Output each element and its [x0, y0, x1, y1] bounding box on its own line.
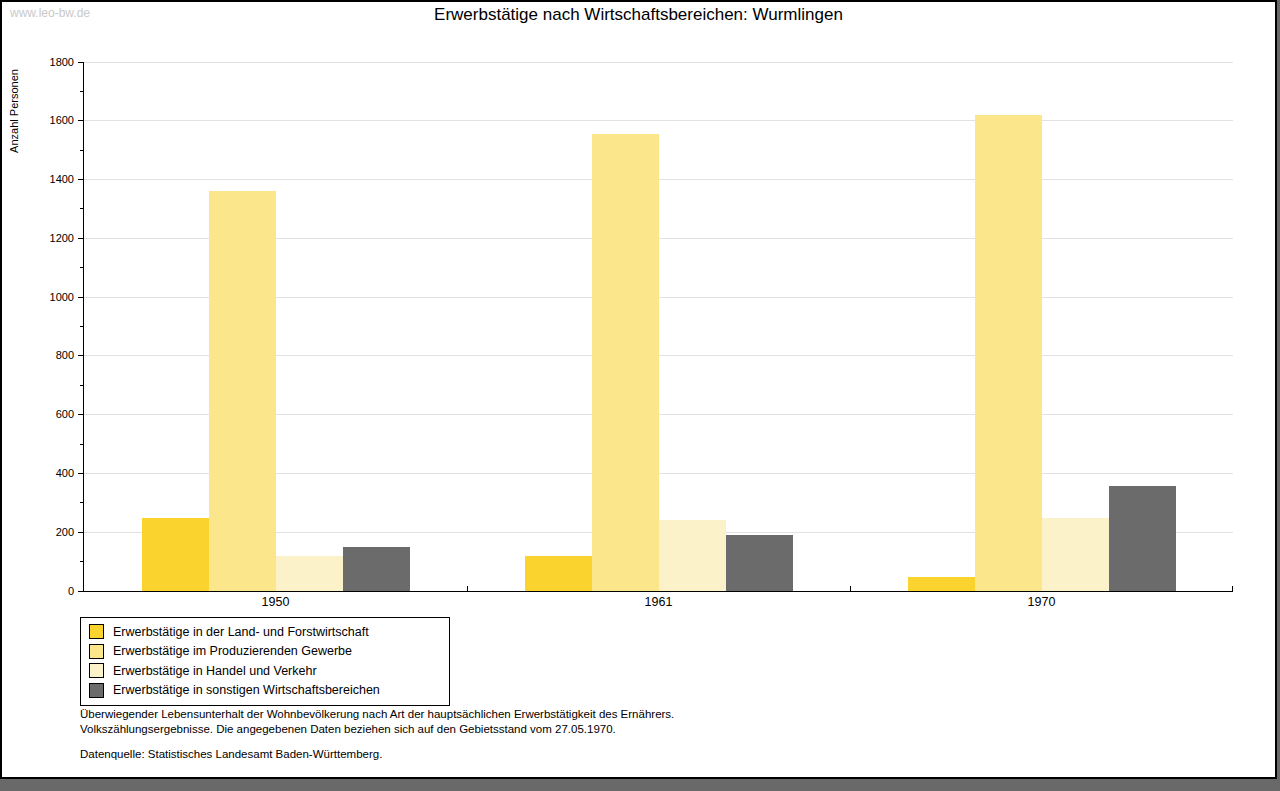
y-tick-major	[78, 473, 83, 474]
y-tick-label: 400	[22, 467, 74, 479]
y-tick-label: 800	[22, 349, 74, 361]
y-tick-major	[78, 62, 83, 63]
legend-item: Erwerbstätige in sonstigen Wirtschaftsbe…	[81, 681, 449, 701]
y-tick-label: 1200	[22, 232, 74, 244]
y-tick-minor	[80, 91, 83, 92]
bar-1950-series-1	[209, 191, 276, 591]
footnote: Überwiegender Lebensunterhalt der Wohnbe…	[80, 707, 674, 762]
plot-area: 0200400600800100012001400160018001950196…	[83, 62, 1233, 592]
legend-label: Erwerbstätige in sonstigen Wirtschaftsbe…	[113, 683, 380, 697]
y-tick-major	[78, 297, 83, 298]
y-tick-label: 200	[22, 526, 74, 538]
legend-item: Erwerbstätige im Produzierenden Gewerbe	[81, 642, 449, 662]
bar-1970-series-2	[1042, 518, 1109, 591]
bar-1970-series-3	[1109, 486, 1176, 591]
y-tick-major	[78, 238, 83, 239]
y-tick-minor	[80, 208, 83, 209]
y-tick-label: 1800	[22, 56, 74, 68]
legend-swatch-produzierendes-gewerbe	[89, 644, 104, 659]
footnote-line: Volkszählungsergebnisse. Die angegebenen…	[80, 722, 674, 737]
y-gridline	[84, 179, 1233, 180]
y-gridline	[84, 62, 1233, 63]
y-tick-minor	[80, 444, 83, 445]
legend-label: Erwerbstätige im Produzierenden Gewerbe	[113, 644, 352, 658]
y-tick-minor	[80, 502, 83, 503]
y-tick-major	[78, 532, 83, 533]
legend-label: Erwerbstätige in der Land- und Forstwirt…	[113, 625, 369, 639]
legend: Erwerbstätige in der Land- und Forstwirt…	[80, 617, 450, 706]
y-tick-label: 1000	[22, 291, 74, 303]
bar-1950-series-3	[343, 547, 410, 591]
legend-swatch-handel-verkehr	[89, 663, 104, 678]
y-tick-major	[78, 414, 83, 415]
y-gridline	[84, 120, 1233, 121]
y-tick-minor	[80, 326, 83, 327]
y-tick-major	[78, 179, 83, 180]
bar-1970-series-1	[975, 115, 1042, 591]
footnote-line: Überwiegender Lebensunterhalt der Wohnbe…	[80, 707, 674, 722]
x-tick	[467, 586, 468, 591]
x-axis-end-tick	[1232, 586, 1233, 591]
bar-1961-series-1	[592, 134, 659, 591]
bar-1950-series-0	[142, 518, 209, 591]
x-tick	[850, 586, 851, 591]
bar-1970-series-0	[908, 577, 975, 591]
y-tick-label: 1400	[22, 173, 74, 185]
legend-swatch-land-forstwirtschaft	[89, 624, 104, 639]
data-source: Datenquelle: Statistisches Landesamt Bad…	[80, 747, 674, 762]
bar-1961-series-2	[659, 520, 726, 591]
y-tick-major	[78, 120, 83, 121]
chart-title: Erwerbstätige nach Wirtschaftsbereichen:…	[2, 5, 1275, 25]
legend-item: Erwerbstätige in Handel und Verkehr	[81, 661, 449, 681]
bar-1950-series-2	[276, 556, 343, 591]
bar-1961-series-0	[525, 556, 592, 591]
y-tick-label: 0	[22, 585, 74, 597]
y-axis-title: Anzahl Personen	[8, 31, 22, 191]
y-tick-label: 1600	[22, 114, 74, 126]
x-category-label: 1950	[236, 595, 316, 609]
y-tick-minor	[80, 561, 83, 562]
x-category-label: 1961	[619, 595, 699, 609]
bar-1961-series-3	[726, 535, 793, 591]
y-tick-minor	[80, 267, 83, 268]
y-tick-minor	[80, 385, 83, 386]
x-category-label: 1970	[1002, 595, 1082, 609]
y-tick-minor	[80, 150, 83, 151]
legend-swatch-sonstige-wirtschaftsbereiche	[89, 683, 104, 698]
legend-label: Erwerbstätige in Handel und Verkehr	[113, 664, 317, 678]
chart-frame: www.leo-bw.de Erwerbstätige nach Wirtsch…	[0, 0, 1277, 779]
y-tick-major	[78, 591, 83, 592]
y-tick-label: 600	[22, 408, 74, 420]
legend-item: Erwerbstätige in der Land- und Forstwirt…	[81, 622, 449, 642]
y-tick-major	[78, 355, 83, 356]
